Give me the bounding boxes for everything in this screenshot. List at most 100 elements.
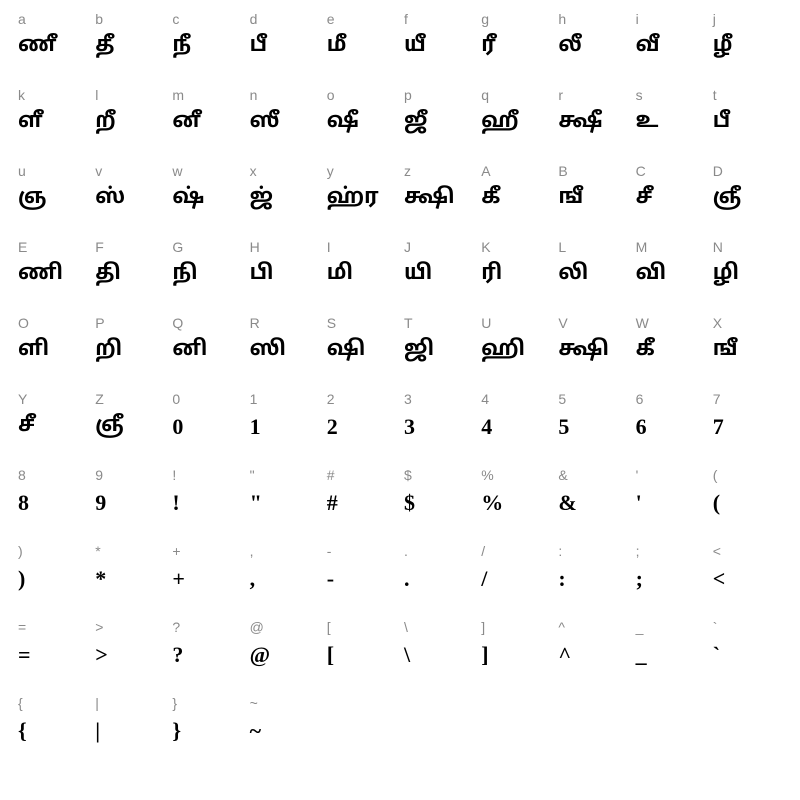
charmap-glyph: ஙீ bbox=[713, 340, 738, 361]
charmap-glyph: ஹி bbox=[481, 340, 525, 361]
charmap-key-label: / bbox=[481, 544, 485, 558]
charmap-glyph: < bbox=[713, 568, 726, 590]
charmap-cell: Lலி bbox=[558, 240, 635, 316]
charmap-key-label: ! bbox=[172, 468, 176, 482]
charmap-key-label: ] bbox=[481, 620, 485, 634]
charmap-glyph: ஹ்ர bbox=[327, 188, 379, 209]
charmap-cell: d பீ bbox=[250, 12, 327, 88]
charmap-cell: cநீ bbox=[172, 12, 249, 88]
charmap-key-label: ? bbox=[172, 620, 180, 634]
charmap-cell: Vக்ஷி bbox=[558, 316, 635, 392]
charmap-key-label: u bbox=[18, 164, 26, 178]
charmap-cell: .. bbox=[404, 544, 481, 620]
charmap-cell: 66 bbox=[636, 392, 713, 468]
charmap-key-label: ) bbox=[18, 544, 23, 558]
charmap-cell: fயீ bbox=[404, 12, 481, 88]
charmap-cell: sஉ bbox=[636, 88, 713, 164]
charmap-cell: }} bbox=[172, 696, 249, 772]
charmap-key-label: G bbox=[172, 240, 183, 254]
charmap-glyph: ழீ bbox=[713, 36, 733, 57]
charmap-key-label: 9 bbox=[95, 468, 103, 482]
charmap-key-label: K bbox=[481, 240, 490, 254]
charmap-glyph: " bbox=[250, 492, 262, 514]
charmap-cell: U ஹி bbox=[481, 316, 558, 392]
charmap-key-label: ( bbox=[713, 468, 718, 482]
charmap-glyph: தீ bbox=[95, 36, 114, 57]
charmap-glyph: பீ bbox=[713, 112, 730, 133]
charmap-cell: ^^ bbox=[558, 620, 635, 696]
charmap-key-label: o bbox=[327, 88, 335, 102]
charmap-key-label: ' bbox=[636, 468, 639, 482]
charmap-key-label: m bbox=[172, 88, 184, 102]
charmap-glyph: > bbox=[95, 644, 108, 666]
charmap-key-label: p bbox=[404, 88, 412, 102]
charmap-glyph: ரீ bbox=[481, 36, 497, 57]
charmap-key-label: l bbox=[95, 88, 98, 102]
charmap-key-label: 0 bbox=[172, 392, 180, 406]
charmap-key-label: 3 bbox=[404, 392, 412, 406]
charmap-key-label: - bbox=[327, 544, 332, 558]
charmap-cell: Eணி bbox=[18, 240, 95, 316]
charmap-key-label: X bbox=[713, 316, 722, 330]
charmap-key-label: ; bbox=[636, 544, 640, 558]
charmap-glyph: 7 bbox=[713, 416, 724, 438]
charmap-cell: yஹ்ர bbox=[327, 164, 404, 240]
charmap-glyph: ணீ bbox=[18, 36, 58, 57]
charmap-cell: ** bbox=[95, 544, 172, 620]
charmap-key-label: [ bbox=[327, 620, 331, 634]
charmap-key-label: 6 bbox=[636, 392, 644, 406]
charmap-cell: 00 bbox=[172, 392, 249, 468]
charmap-cell: X ஙீ bbox=[713, 316, 790, 392]
charmap-glyph: [ bbox=[327, 644, 334, 666]
charmap-key-label: : bbox=[558, 544, 562, 558]
charmap-cell: %% bbox=[481, 468, 558, 544]
charmap-glyph: + bbox=[172, 568, 185, 590]
charmap-key-label: I bbox=[327, 240, 331, 254]
charmap-glyph: ஜீ bbox=[404, 112, 428, 133]
charmap-key-label: N bbox=[713, 240, 723, 254]
charmap-key-label: \ bbox=[404, 620, 408, 634]
charmap-glyph: ; bbox=[636, 568, 643, 590]
charmap-glyph: பீ bbox=[250, 36, 267, 57]
charmap-glyph: ளீ bbox=[18, 112, 44, 133]
charmap-key-label: q bbox=[481, 88, 489, 102]
charmap-glyph: 6 bbox=[636, 416, 647, 438]
charmap-key-label: 5 bbox=[558, 392, 566, 406]
charmap-key-label: > bbox=[95, 620, 103, 634]
charmap-cell: bதீ bbox=[95, 12, 172, 88]
charmap-glyph: 1 bbox=[250, 416, 261, 438]
charmap-cell: -- bbox=[327, 544, 404, 620]
charmap-key-label: U bbox=[481, 316, 491, 330]
charmap-glyph: க்ஷி bbox=[404, 188, 455, 209]
charmap-key-label: { bbox=[18, 696, 23, 710]
charmap-glyph: } bbox=[172, 720, 181, 742]
charmap-cell: Sஷி bbox=[327, 316, 404, 392]
charmap-key-label: 7 bbox=[713, 392, 721, 406]
charmap-cell: "" bbox=[250, 468, 327, 544]
charmap-glyph: ஸீ bbox=[250, 112, 280, 133]
charmap-key-label: } bbox=[172, 696, 177, 710]
charmap-glyph: னி bbox=[172, 340, 207, 361]
charmap-key-label: " bbox=[250, 468, 255, 482]
charmap-cell: Hபி bbox=[250, 240, 327, 316]
charmap-glyph: நி bbox=[172, 264, 197, 285]
charmap-cell: Tஜி bbox=[404, 316, 481, 392]
charmap-glyph: உ bbox=[636, 112, 659, 133]
charmap-glyph: : bbox=[558, 568, 565, 590]
charmap-cell: 22 bbox=[327, 392, 404, 468]
charmap-cell: 33 bbox=[404, 392, 481, 468]
charmap-glyph: { bbox=[18, 720, 27, 742]
charmap-key-label: C bbox=[636, 164, 646, 178]
charmap-key-label: O bbox=[18, 316, 29, 330]
charmap-glyph: 0 bbox=[172, 416, 183, 438]
charmap-glyph: ` bbox=[713, 644, 720, 666]
charmap-key-label: d bbox=[250, 12, 258, 26]
charmap-glyph: ஞீ bbox=[95, 416, 124, 437]
charmap-key-label: w bbox=[172, 164, 182, 178]
charmap-cell: [[ bbox=[327, 620, 404, 696]
charmap-key-label: * bbox=[95, 544, 100, 558]
charmap-cell: == bbox=[18, 620, 95, 696]
charmap-cell: || bbox=[95, 696, 172, 772]
charmap-cell: gரீ bbox=[481, 12, 558, 88]
charmap-key-label: 8 bbox=[18, 468, 26, 482]
